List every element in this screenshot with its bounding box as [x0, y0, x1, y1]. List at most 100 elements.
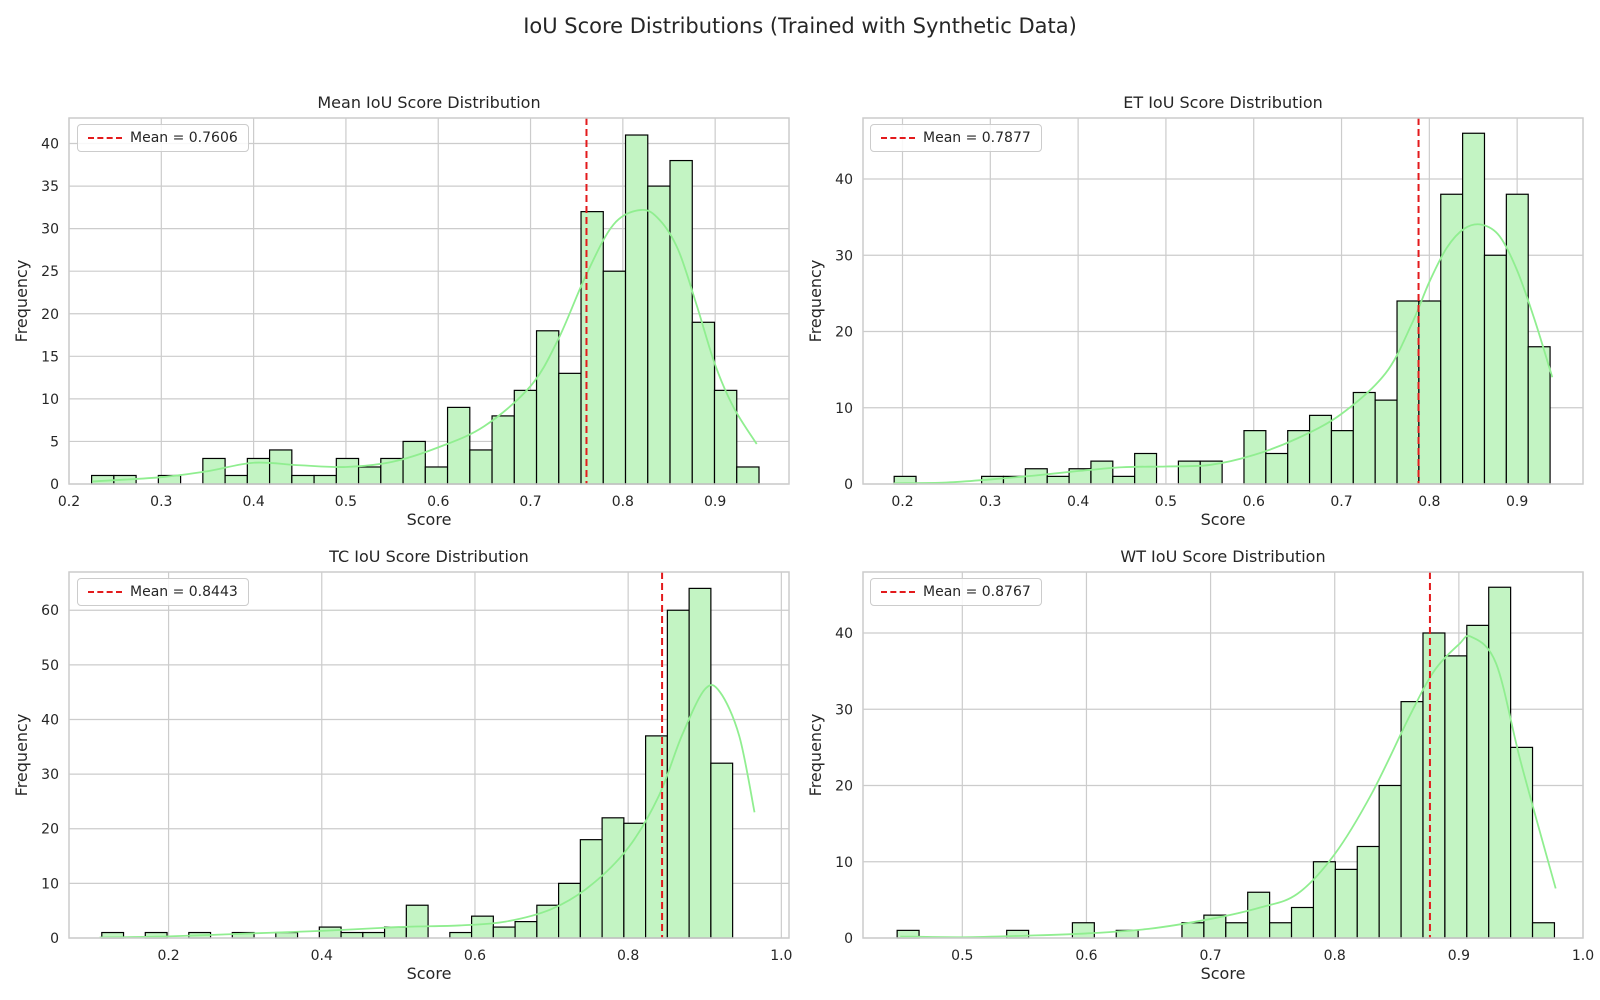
panel-mean-iou: 0.2 0.3 0.4 0.5 0.6 0.7 0.8 0.9 0 5 10 15 20 25 30 35 40… [12, 93, 790, 529]
histogram-bar [469, 449, 493, 485]
histogram-bar [1462, 132, 1486, 485]
x-tick-label: 0.4 [242, 494, 264, 510]
histogram-bar [1134, 452, 1158, 485]
y-tick-label: 20 [41, 307, 59, 323]
histogram-bar [1312, 861, 1336, 939]
histogram-bar [268, 449, 293, 485]
y-axis-label: Frequency [806, 260, 825, 343]
histogram-bar [318, 926, 342, 939]
histogram-bar [491, 415, 515, 485]
histogram-bar [557, 882, 581, 939]
histogram-bar [446, 406, 471, 485]
histogram-bar [1356, 845, 1380, 939]
histogram-bar [1265, 452, 1289, 485]
x-tick-label: 0.7 [1330, 494, 1352, 510]
y-tick-label: 10 [835, 401, 853, 417]
y-tick-label: 30 [41, 222, 59, 238]
y-tick-label: 30 [835, 248, 853, 264]
histogram-bar [1308, 414, 1333, 485]
histogram-bar [514, 921, 538, 939]
subplot-title: WT IoU Score Distribution [1120, 547, 1325, 566]
histogram-bar [602, 270, 627, 485]
x-tick-label: 0.9 [1506, 494, 1528, 510]
y-tick-label: 0 [50, 931, 59, 947]
legend-mean-iou: Mean = 0.7606 [77, 124, 249, 152]
histogram-bar [1527, 346, 1551, 485]
x-tick-label: 0.6 [1243, 494, 1265, 510]
histogram-bar [645, 735, 668, 939]
mean-line-swatch [88, 137, 122, 139]
histogram-bar [1046, 475, 1070, 485]
histogram-bar [1510, 746, 1534, 939]
y-tick-label: 5 [50, 434, 59, 450]
x-tick-label: 0.7 [1199, 948, 1221, 964]
histogram-bar [736, 466, 760, 485]
legend-label: Mean = 0.7877 [923, 130, 1031, 146]
histogram-bar [1444, 655, 1468, 939]
histogram-bar [449, 931, 473, 939]
y-tick-label: 0 [844, 477, 853, 493]
panel-et-iou: 0.2 0.3 0.4 0.5 0.6 0.7 0.8 0.9 0 10 20 30 40 ET IoU … [806, 93, 1584, 529]
histogram-bar [579, 839, 603, 939]
y-tick-label: 40 [835, 626, 853, 642]
histogram-bar [1290, 906, 1315, 939]
mean-line-swatch [881, 137, 915, 139]
histogram-bar [1418, 300, 1442, 485]
legend-tc-iou: Mean = 0.8443 [77, 578, 249, 606]
x-tick-label: 0.6 [1075, 948, 1097, 964]
y-tick-label: 20 [835, 325, 853, 341]
histogram-bar [666, 609, 690, 939]
histogram-bar [492, 926, 516, 939]
x-axis-label: Score [407, 510, 452, 529]
kde-curve [99, 684, 756, 939]
x-tick-label: 0.3 [979, 494, 1001, 510]
x-tick-label: 0.8 [617, 948, 639, 964]
y-tick-label: 0 [50, 477, 59, 493]
y-tick-label: 30 [835, 702, 853, 718]
x-tick-label: 0.9 [1448, 948, 1470, 964]
histogram-bar [362, 931, 386, 939]
histogram-bar [335, 457, 360, 485]
histogram-bar [1483, 254, 1507, 485]
x-tick-label: 0.2 [891, 494, 913, 510]
histogram-bar [647, 185, 671, 485]
subplot-title: ET IoU Score Distribution [1123, 93, 1323, 112]
mean-line-swatch [88, 591, 122, 593]
axes-frame [862, 571, 1584, 939]
histogram-bar [513, 389, 538, 485]
panel-wt-iou: 0.5 0.6 0.7 0.8 0.9 1.0 0 10 20 30 40 WT IoU Score … [806, 547, 1594, 983]
histogram-bar [1112, 475, 1136, 485]
histogram-bar [1330, 430, 1354, 485]
y-tick-label: 30 [41, 767, 59, 783]
histogram-bar [470, 915, 494, 939]
y-tick-label: 40 [41, 137, 59, 153]
histogram-bar [224, 474, 248, 485]
y-tick-label: 20 [41, 822, 59, 838]
histogram-bar [340, 931, 364, 939]
axes-frame [68, 571, 790, 939]
y-tick-label: 35 [41, 179, 59, 195]
axes-frame [862, 117, 1584, 485]
histogram-bar [275, 931, 299, 939]
x-tick-label: 0.6 [427, 494, 449, 510]
histogram-bar [580, 211, 604, 485]
x-tick-label: 0.8 [1418, 494, 1440, 510]
histogram-bar [1396, 300, 1420, 485]
x-tick-label: 0.2 [157, 948, 179, 964]
histogram-bar [1177, 460, 1201, 485]
legend-label: Mean = 0.7606 [130, 130, 238, 146]
histogram-bar [558, 372, 582, 485]
histogram-bar [623, 822, 647, 939]
histogram-bar [1090, 460, 1114, 485]
kde-curve [900, 634, 1557, 939]
histogram-bar [1466, 624, 1490, 939]
legend-label: Mean = 0.8443 [130, 584, 238, 600]
histogram-bar [1334, 868, 1358, 939]
histogram-bar [1378, 784, 1402, 939]
legend-et-iou: Mean = 0.7877 [870, 124, 1042, 152]
y-tick-label: 10 [41, 392, 59, 408]
y-axis-label: Frequency [12, 260, 31, 343]
histogram-bar [402, 440, 426, 485]
axes-frame [68, 117, 790, 485]
